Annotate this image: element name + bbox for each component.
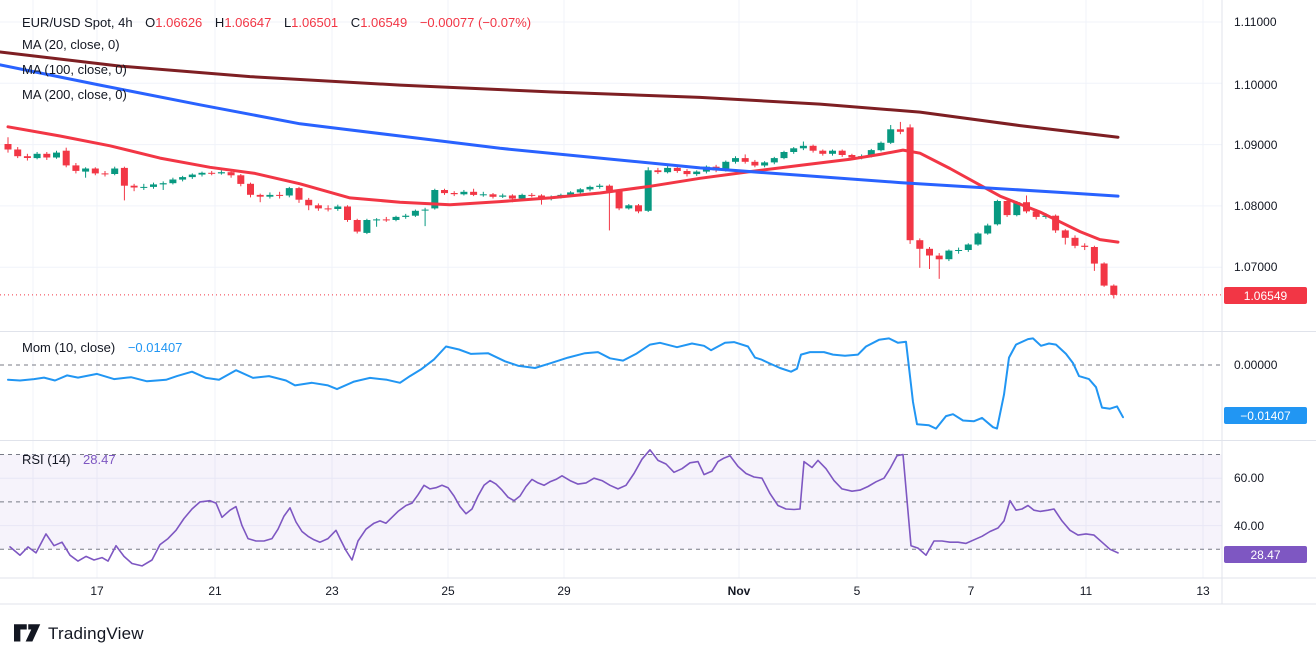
ma-100-legend[interactable]: MA (100, close, 0) — [22, 62, 127, 78]
ohlc-low-value: 1.06501 — [291, 15, 339, 30]
momentum-value-badge: −0.01407 — [1224, 407, 1307, 424]
rsi-label: RSI (14) — [22, 452, 71, 467]
price-axis-label: 1.11000 — [1234, 15, 1277, 29]
change-value: −0.00077 (−0.07%) — [419, 15, 532, 30]
ma-20-label: MA (20, close, 0) — [22, 37, 120, 52]
rsi-axis-label: 40.00 — [1234, 519, 1265, 533]
ohlc-open-label: O — [145, 15, 156, 30]
ma-20-legend[interactable]: MA (20, close, 0) — [22, 37, 120, 53]
rsi-value-badge: 28.47 — [1224, 546, 1307, 563]
ohlc-high-value: 1.06647 — [224, 15, 272, 30]
momentum-label: Mom (10, close) — [22, 340, 116, 355]
time-axis-label: 17 — [90, 584, 104, 598]
price-axis-label: 1.08000 — [1234, 199, 1278, 213]
time-axis-label: 25 — [441, 584, 455, 598]
price-axis-label: 1.09000 — [1234, 138, 1278, 152]
time-axis-label: 11 — [1079, 584, 1093, 598]
tradingview-logo-icon — [14, 624, 41, 642]
time-axis-label: Nov — [727, 584, 751, 598]
time-axis-label: 5 — [853, 584, 861, 598]
momentum-value: −0.01407 — [127, 340, 183, 355]
rsi-value: 28.47 — [83, 452, 116, 467]
symbol-name: EUR/USD Spot, 4h — [22, 15, 133, 30]
ohlc-high-label: H — [214, 15, 225, 30]
symbol-legend[interactable]: EUR/USD Spot, 4h O1.06626 H1.06647 L1.06… — [22, 15, 531, 31]
ma-100-label: MA (100, close, 0) — [22, 62, 127, 77]
rsi-axis-label: 60.00 — [1234, 471, 1265, 485]
time-axis-label: 13 — [1196, 584, 1210, 598]
time-axis-label: 23 — [325, 584, 339, 598]
time-axis-label: 21 — [208, 584, 222, 598]
rsi-legend[interactable]: RSI (14) 28.47 — [22, 452, 116, 468]
momentum-axis-label: 0.00000 — [1234, 358, 1278, 372]
ma-200-legend[interactable]: MA (200, close, 0) — [22, 87, 127, 103]
ohlc-low-label: L — [283, 15, 292, 30]
time-axis-label: 29 — [557, 584, 571, 598]
ohlc-close-value: 1.06549 — [360, 15, 408, 30]
momentum-legend[interactable]: Mom (10, close) −0.01407 — [22, 340, 182, 356]
tradingview-logo[interactable]: TradingView — [14, 624, 144, 644]
tradingview-logo-text: TradingView — [48, 624, 144, 643]
ohlc-open-value: 1.06626 — [155, 15, 203, 30]
price-axis-label: 1.10000 — [1234, 78, 1278, 92]
ohlc-close-label: C — [350, 15, 361, 30]
time-axis-label: 7 — [967, 584, 975, 598]
price-axis-label: 1.07000 — [1234, 260, 1278, 274]
last-price-badge: 1.06549 — [1224, 287, 1307, 304]
ma-200-label: MA (200, close, 0) — [22, 87, 127, 102]
